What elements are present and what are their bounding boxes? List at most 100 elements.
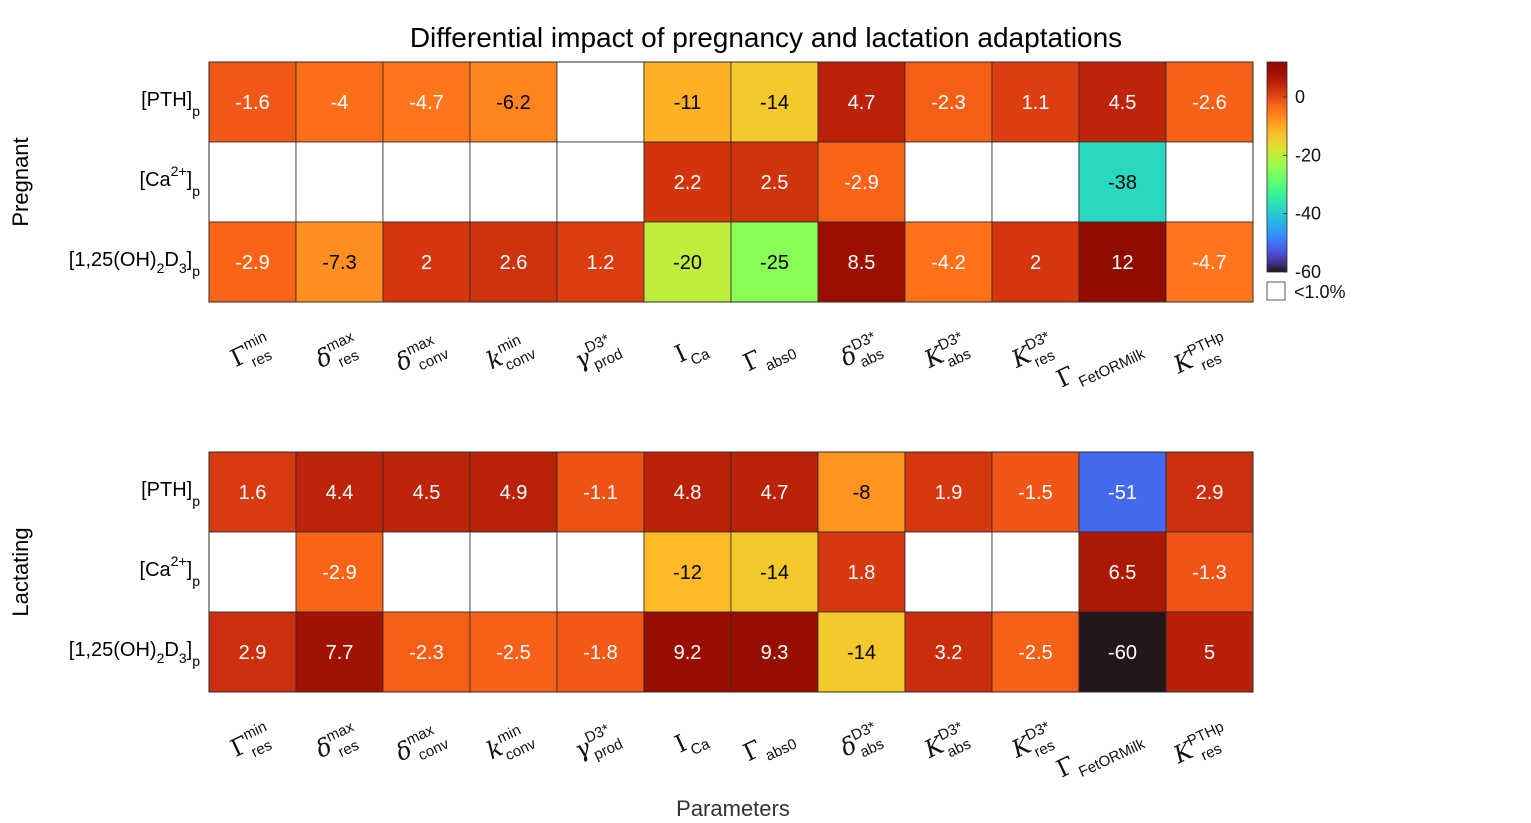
- column-label: δmaxres: [311, 718, 365, 769]
- heatmap-cell: [469, 61, 558, 143]
- heatmap-cell: [1165, 141, 1254, 223]
- column-label: δD3*abs: [835, 328, 886, 377]
- column-label: ΓFetORMilk: [1052, 330, 1148, 399]
- heatmap-cell: [904, 611, 993, 693]
- cell-value-label: 6.5: [1109, 562, 1137, 584]
- heatmap-cell: [817, 611, 906, 693]
- column-label: δmaxconv: [391, 718, 452, 772]
- heatmap-cell: [295, 61, 384, 143]
- panel-frame: [208, 61, 1254, 303]
- heatmap-cell: [643, 531, 732, 613]
- row-label: [Ca2+]p: [140, 553, 201, 589]
- cell-value-label: 1.9: [935, 482, 963, 504]
- column-label: ICa: [670, 720, 713, 764]
- heatmap-cell: [1078, 61, 1167, 143]
- blank-cell-legend-label: <1.0%: [1294, 282, 1346, 302]
- heatmap-cell: [208, 451, 297, 533]
- heatmap-cell: [643, 141, 732, 223]
- cell-value-label: -60: [1108, 642, 1137, 664]
- cell-value-label: -2.3: [931, 92, 965, 114]
- cell-value-label: -4: [331, 92, 349, 114]
- cell-value-label: -14: [760, 92, 789, 114]
- cell-value-label: -14: [760, 562, 789, 584]
- cell-value-label: 2.5: [761, 172, 789, 194]
- column-label: KD3*res: [1006, 328, 1061, 379]
- group-label: Pregnant: [8, 137, 33, 226]
- heatmap-cell: [382, 531, 471, 613]
- heatmap-cell: [643, 61, 732, 143]
- cell-value-label: 2.9: [1196, 482, 1224, 504]
- column-label: Γminres: [225, 718, 277, 768]
- heatmap-cell: [469, 141, 558, 223]
- column-label: Γabs0: [739, 330, 800, 382]
- heatmap-cell: [556, 531, 645, 613]
- row-label: [1,25(OH)2D3]p: [69, 639, 200, 669]
- cell-value-label: 2.6: [500, 252, 528, 274]
- cell-value-label: 4.7: [848, 92, 876, 114]
- heatmap-cell: [904, 451, 993, 533]
- column-label: Γminres: [225, 328, 277, 378]
- cell-value-label: -7.3: [322, 252, 356, 274]
- cell-value-label: -2.5: [1018, 642, 1052, 664]
- cell-value-label: 9.2: [674, 642, 702, 664]
- heatmap-cell: [1078, 611, 1167, 693]
- heatmap-cell: [817, 141, 906, 223]
- heatmap-cell: [208, 531, 297, 613]
- chart-title: Differential impact of pregnancy and lac…: [410, 22, 1122, 53]
- heatmap-cell: [1078, 451, 1167, 533]
- colorbar-tick-label: -60: [1295, 262, 1321, 282]
- heatmap-cell: [1165, 531, 1254, 613]
- heatmap-cell: [295, 451, 384, 533]
- cell-value-label: -20: [673, 252, 702, 274]
- heatmap-cell: [991, 221, 1080, 303]
- cell-value-label: -2.9: [322, 562, 356, 584]
- heatmap-cell: [556, 451, 645, 533]
- heatmap-cell: [904, 61, 993, 143]
- colorbar-tick-label: -20: [1295, 145, 1321, 165]
- column-label: KPTHpres: [1167, 328, 1234, 385]
- heatmap-cell: [991, 141, 1080, 223]
- heatmap-cell: [382, 451, 471, 533]
- cell-value-label: -8: [853, 482, 871, 504]
- heatmap-cell: [730, 61, 819, 143]
- heatmap-cell: [904, 141, 993, 223]
- heatmap-cell: [730, 221, 819, 303]
- row-label: [1,25(OH)2D3]p: [69, 249, 200, 279]
- cell-value-label: -1.1: [583, 482, 617, 504]
- cell-value-label: -2.9: [844, 172, 878, 194]
- heatmap-cell: [208, 61, 297, 143]
- heatmap-cell: [817, 451, 906, 533]
- column-label: kminconv: [481, 718, 539, 770]
- column-label: KPTHpres: [1167, 718, 1234, 775]
- cell-value-label: 1.8: [848, 562, 876, 584]
- column-label: γD3*prod: [569, 718, 625, 770]
- cell-value-label: -2.6: [1192, 92, 1226, 114]
- column-label: KD3*abs: [918, 328, 973, 379]
- panel-frame: [208, 451, 1254, 693]
- heatmap-panel-lactating: 1.6 4.4 4.5 4.9 -1.1 4.8 4.7 -8 1.9 -1.5 -51 2.9 -2.…: [8, 451, 1254, 789]
- cell-value-label: 4.9: [500, 482, 528, 504]
- heatmap-cell: [556, 141, 645, 223]
- column-label: kminconv: [481, 328, 539, 380]
- column-label: ICa: [670, 330, 713, 374]
- cell-value-label: -12: [673, 562, 702, 584]
- heatmap-panels: -1.6 -4 -4.7 -6.2 -11 -14 4.7 -2.3 1.1 4.5 -2.6 2.2…: [8, 61, 1254, 789]
- cell-value-label: 1.1: [1022, 92, 1050, 114]
- x-axis-label: Parameters: [676, 796, 790, 821]
- heatmap-cell: [991, 531, 1080, 613]
- heatmap-cell: [469, 221, 558, 303]
- heatmap-cell: [1078, 141, 1167, 223]
- cell-value-label: 1.2: [587, 252, 615, 274]
- cell-value-label: -2.5: [496, 642, 530, 664]
- column-label: ΓFetORMilk: [1052, 720, 1148, 789]
- cell-value-label: -25: [760, 252, 789, 274]
- cell-value-label: -2.3: [409, 642, 443, 664]
- colorbar-tick-label: 0: [1295, 87, 1305, 107]
- cell-value-label: -6.2: [496, 92, 530, 114]
- cell-value-label: 4.7: [761, 482, 789, 504]
- cell-value-label: -38: [1108, 172, 1137, 194]
- row-label: [PTH]p: [141, 89, 200, 119]
- heatmap-cell: [730, 531, 819, 613]
- heatmap-cell: [295, 141, 384, 223]
